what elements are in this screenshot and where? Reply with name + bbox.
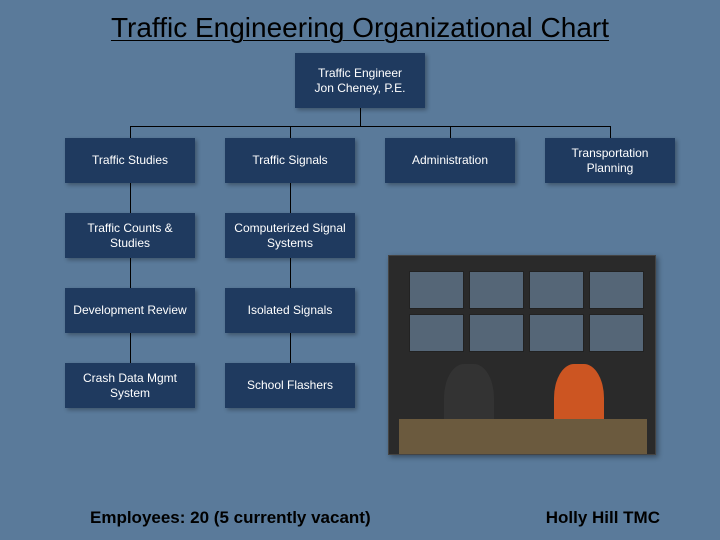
monitor-screen — [589, 271, 644, 309]
monitor-screen — [469, 271, 524, 309]
org-branch-1: Traffic Signals — [225, 138, 355, 183]
connector-line — [130, 183, 131, 213]
connector-line — [290, 258, 291, 288]
org-child-1-0: Computerized Signal Systems — [225, 213, 355, 258]
org-child-1-1: Isolated Signals — [225, 288, 355, 333]
org-top-name: Jon Cheney, P.E. — [315, 81, 406, 96]
monitor-screen — [589, 314, 644, 352]
connector-line — [360, 108, 361, 126]
org-branch-0: Traffic Studies — [65, 138, 195, 183]
org-top-node: Traffic Engineer Jon Cheney, P.E. — [295, 53, 425, 108]
monitor-screen — [469, 314, 524, 352]
connector-line — [290, 126, 291, 138]
connector-line — [610, 126, 611, 138]
org-branch-2: Administration — [385, 138, 515, 183]
org-child-0-2: Crash Data Mgmt System — [65, 363, 195, 408]
connector-line — [290, 183, 291, 213]
org-child-0-1: Development Review — [65, 288, 195, 333]
page-title: Traffic Engineering Organizational Chart — [0, 0, 720, 48]
monitor-screen — [529, 314, 584, 352]
monitor-screen — [529, 271, 584, 309]
connector-line — [130, 126, 131, 138]
monitor-screen — [409, 271, 464, 309]
photo-caption: Holly Hill TMC — [546, 508, 660, 528]
connector-line — [130, 258, 131, 288]
footer: Employees: 20 (5 currently vacant) Holly… — [0, 508, 720, 528]
org-top-title: Traffic Engineer — [318, 66, 402, 81]
org-branch-3: Transportation Planning — [545, 138, 675, 183]
org-child-1-2: School Flashers — [225, 363, 355, 408]
org-child-0-0: Traffic Counts & Studies — [65, 213, 195, 258]
tmc-photo — [388, 255, 656, 455]
monitor-screen — [409, 314, 464, 352]
employee-count: Employees: 20 (5 currently vacant) — [90, 508, 371, 528]
connector-line — [450, 126, 451, 138]
connector-line — [290, 333, 291, 363]
desk — [399, 419, 647, 454]
connector-line — [130, 126, 610, 127]
connector-line — [130, 333, 131, 363]
